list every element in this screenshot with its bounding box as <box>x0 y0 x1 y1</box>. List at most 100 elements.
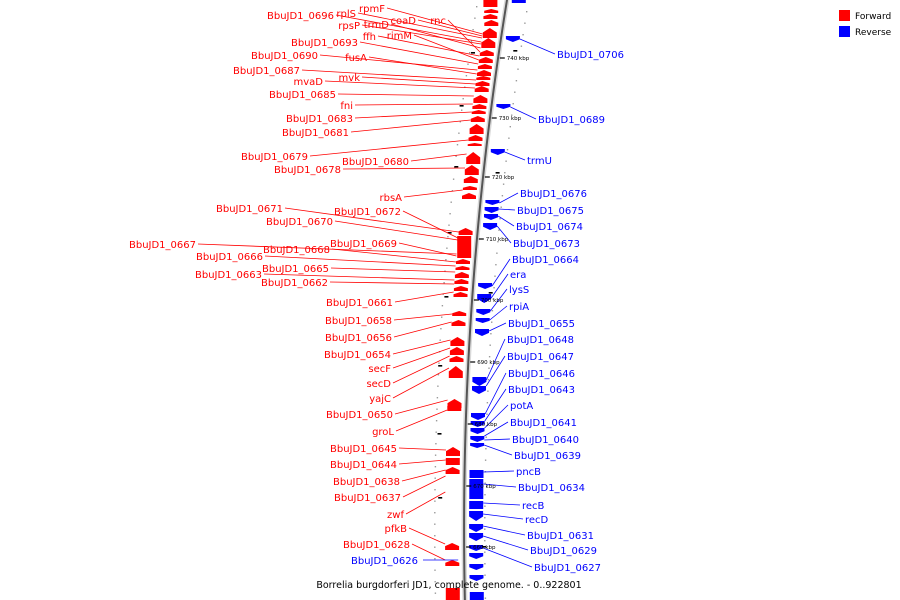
scale-tick-label: 660 kbp <box>473 545 496 551</box>
reverse-feature <box>469 533 484 541</box>
feature-mark <box>513 50 518 52</box>
forward-gene-label: rpsP <box>338 21 360 32</box>
forward-feature <box>449 347 464 355</box>
reverse-label-line <box>510 106 537 120</box>
forward-label-line <box>405 491 446 515</box>
forward-label-line <box>410 153 467 162</box>
spacer-dot <box>434 535 436 537</box>
forward-label-line <box>447 19 481 53</box>
forward-label-line <box>334 220 458 241</box>
forward-gene-label: mvaD <box>294 77 324 88</box>
forward-gene-label: BbuJD1_0665 <box>262 264 329 275</box>
forward-feature <box>454 279 469 284</box>
spacer-dot <box>434 523 436 525</box>
forward-feature <box>476 76 491 80</box>
spacer-dot <box>443 282 445 284</box>
forward-feature <box>450 337 465 346</box>
forward-gene-label: rimM <box>387 31 412 42</box>
spacer-dot <box>437 374 440 376</box>
forward-gene-label: BbuJD1_0681 <box>282 128 349 139</box>
forward-gene-label: BbuJD1_0690 <box>251 51 318 62</box>
forward-label-line <box>413 34 479 61</box>
feature-mark <box>447 232 452 234</box>
feature-mark <box>438 497 443 499</box>
reverse-label-line <box>483 502 521 506</box>
forward-feature <box>462 186 477 190</box>
forward-gene-label: BbuJD1_0654 <box>324 350 391 361</box>
forward-gene-label: rnc <box>430 16 446 27</box>
spacer-dot <box>484 459 487 461</box>
spacer-dot <box>434 592 437 594</box>
spacer-dot <box>500 206 502 208</box>
forward-gene-label: coaD <box>391 16 417 27</box>
spacer-dot <box>444 270 446 272</box>
reverse-gene-label: BbuJD1_0664 <box>512 255 579 266</box>
spacer-dot <box>434 477 436 479</box>
spacer-dot <box>472 29 474 31</box>
spacer-dot <box>522 34 524 36</box>
spacer-dot <box>491 310 494 312</box>
scale-tick-label: 740 kbp <box>507 56 530 62</box>
forward-label-line <box>395 409 448 432</box>
forward-gene-label: BbuJD1_0638 <box>333 477 400 488</box>
forward-feature <box>452 311 467 316</box>
reverse-gene-label: BbuJD1_0631 <box>527 531 594 542</box>
spacer-dot <box>438 362 440 364</box>
forward-label-line <box>284 207 459 233</box>
spacer-dot <box>459 121 461 123</box>
forward-gene-label: fusA <box>345 53 367 64</box>
spacer-dot <box>484 517 486 519</box>
reverse-label-line <box>484 388 507 422</box>
spacer-dot <box>458 132 460 134</box>
forward-label-line <box>354 103 473 106</box>
reverse-gene-label: BbuJD1_0643 <box>508 385 575 396</box>
spacer-dot <box>501 195 504 197</box>
forward-feature <box>449 356 464 362</box>
forward-label-line <box>368 56 477 75</box>
legend: Forward Reverse <box>839 10 892 38</box>
genome-backbone-layer <box>434 0 528 600</box>
spacer-dot <box>476 6 478 8</box>
forward-gene-label: pfkB <box>384 524 407 535</box>
forward-feature <box>462 193 476 199</box>
forward-feature <box>471 110 486 114</box>
forward-label-line <box>377 35 480 57</box>
spacer-dot <box>446 247 448 249</box>
forward-label-line <box>394 399 448 415</box>
forward-label-line <box>329 281 455 285</box>
forward-label-line <box>330 267 456 273</box>
forward-gene-label: BbuJD1_0679 <box>241 152 308 163</box>
spacer-dot <box>461 109 463 111</box>
legend-swatch-forward <box>839 10 850 21</box>
spacer-dot <box>519 57 521 59</box>
reverse-gene-label: BbuJD1_0629 <box>530 546 597 557</box>
reverse-feature <box>478 283 493 289</box>
forward-feature <box>453 286 468 291</box>
scale-tick-layer: 740 kbp 730 kbp 720 kbp 710 kbp 700 kbp 690 k… <box>466 56 530 551</box>
forward-gene-label: BbuJD1_0683 <box>286 114 353 125</box>
spacer-dot <box>505 160 507 162</box>
spacer-dot <box>491 321 493 323</box>
forward-label-line <box>392 367 450 399</box>
reverse-label-line <box>504 151 526 161</box>
forward-gene-label: ffh <box>363 32 376 43</box>
spacer-dot <box>436 408 438 410</box>
forward-label-line <box>264 255 456 267</box>
forward-gene-label: BbuJD1_0670 <box>266 217 333 228</box>
forward-label-line <box>319 54 478 71</box>
spacer-dot <box>487 390 489 392</box>
spacer-dot <box>434 569 436 571</box>
forward-gene-label: BbuJD1_0687 <box>233 66 300 77</box>
forward-feature <box>481 38 496 48</box>
forward-gene-label: secD <box>366 379 391 390</box>
forward-feature <box>477 70 491 76</box>
spacer-dot <box>515 80 518 82</box>
reverse-label-line <box>484 421 509 437</box>
reverse-label-line <box>489 305 508 321</box>
spacer-dot <box>435 443 437 445</box>
forward-gene-label: BbuJD1_0680 <box>342 157 409 168</box>
spacer-dot <box>508 137 510 139</box>
reverse-label-line <box>482 547 533 568</box>
reverse-feature <box>496 104 511 109</box>
reverse-gene-label: BbuJD1_0640 <box>512 435 579 446</box>
